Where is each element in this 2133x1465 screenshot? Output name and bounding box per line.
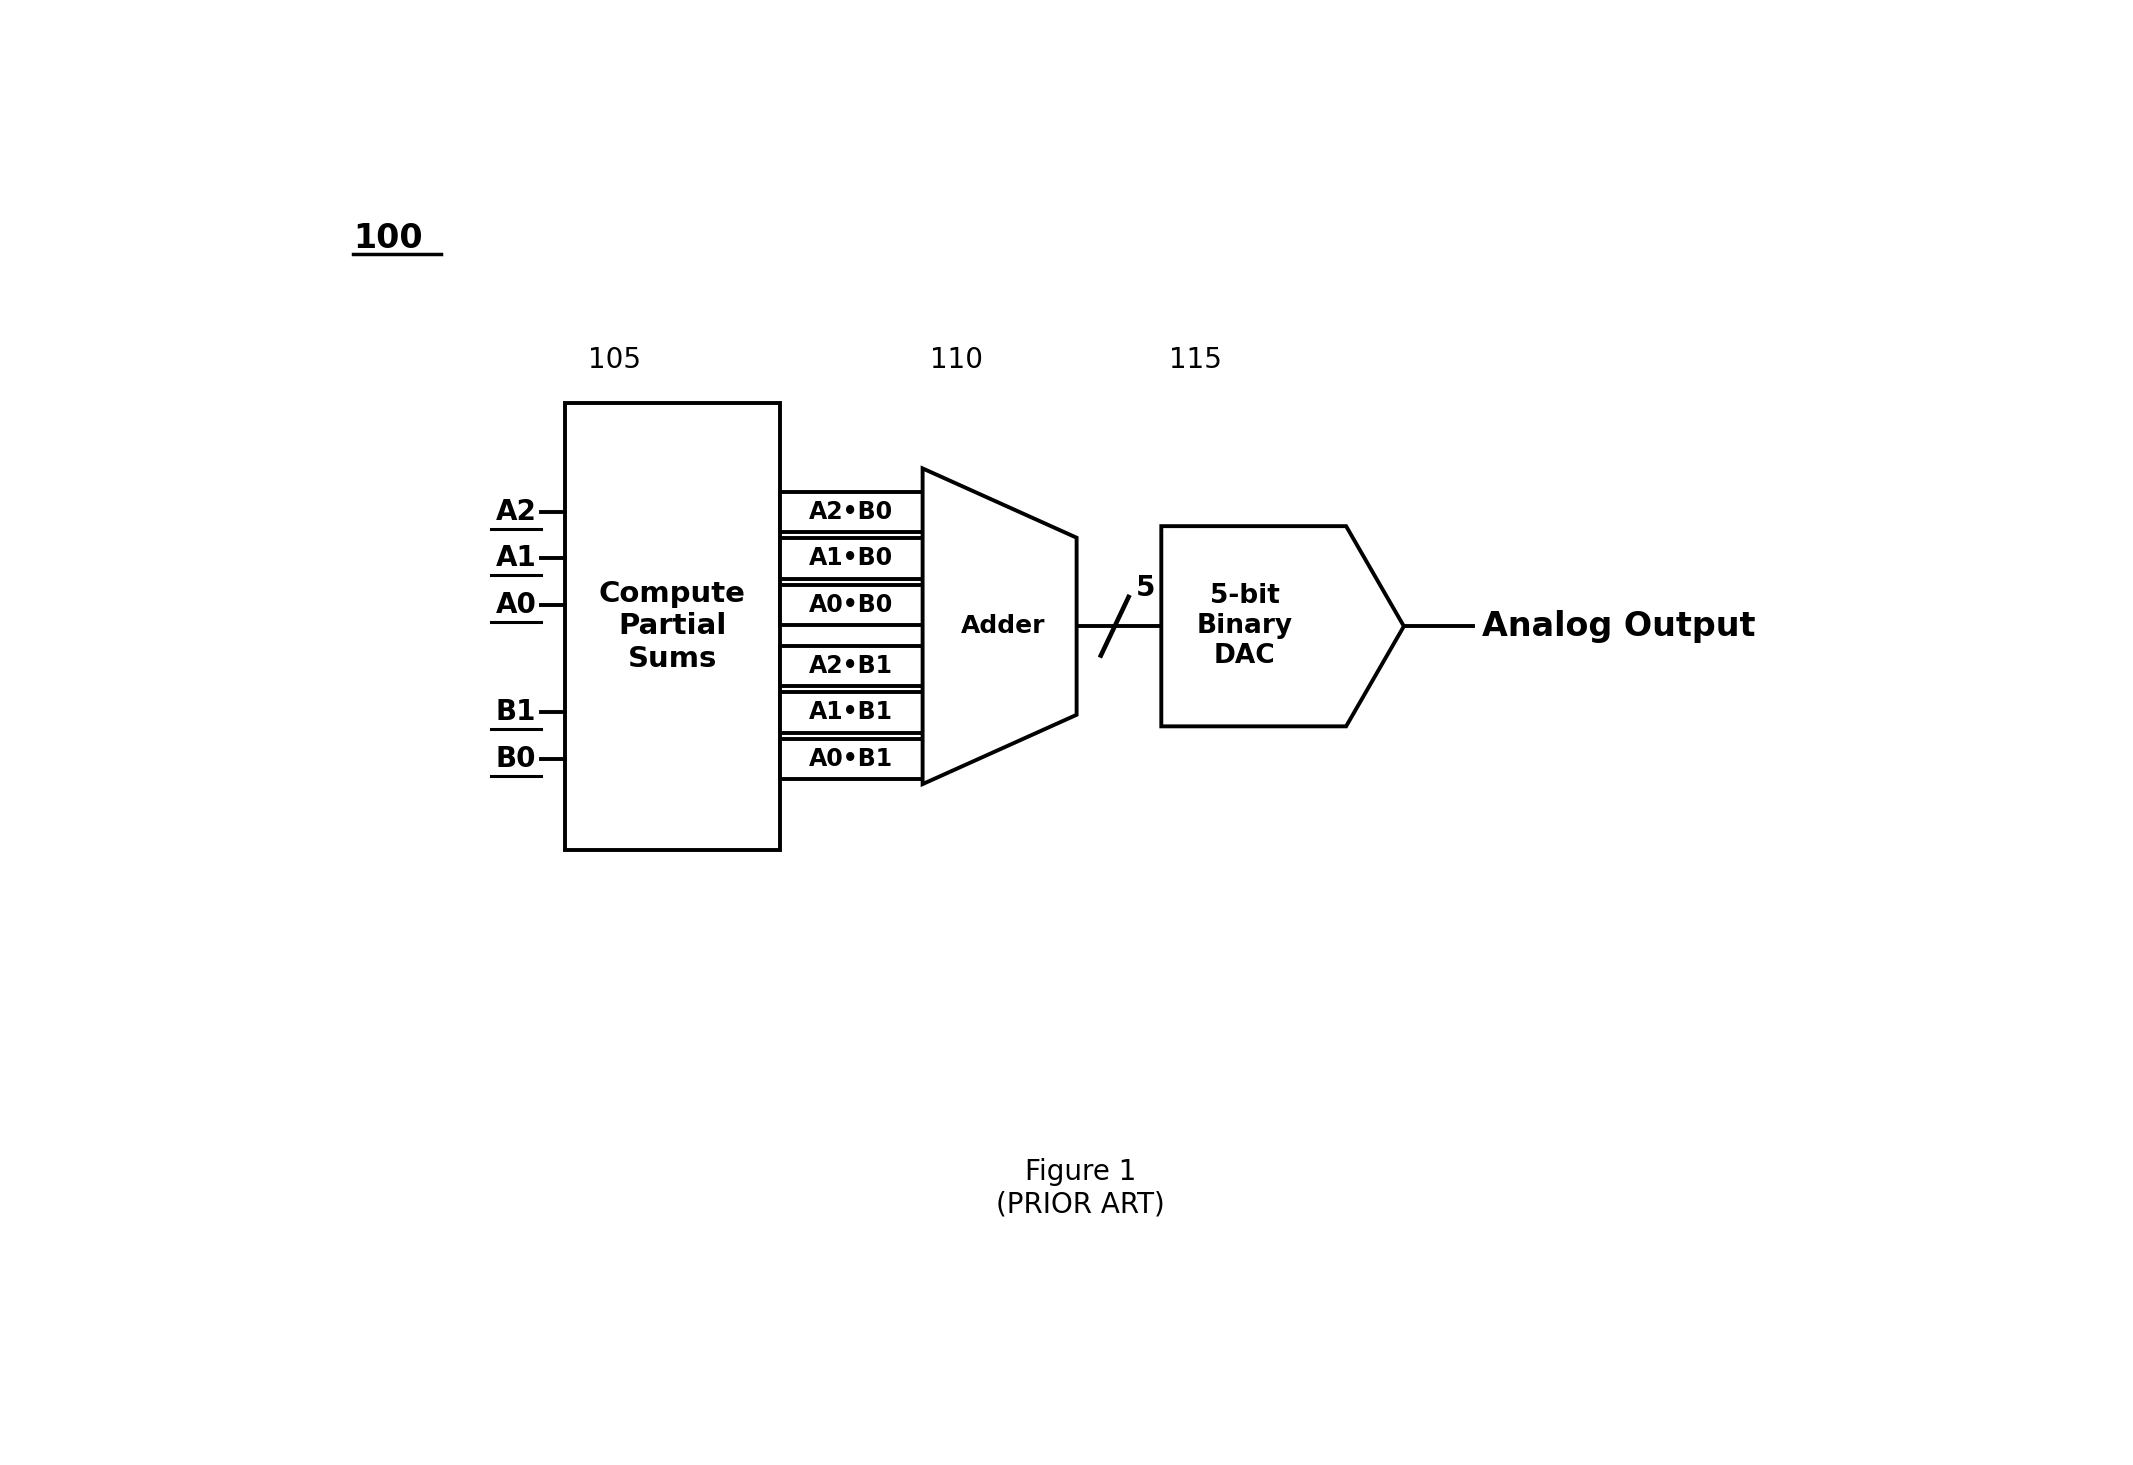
Polygon shape (1160, 526, 1404, 727)
Text: A1•B0: A1•B0 (808, 546, 894, 570)
Text: A2: A2 (495, 498, 538, 526)
Text: 5: 5 (1137, 574, 1156, 602)
Text: A2•B1: A2•B1 (808, 655, 894, 678)
Text: 115: 115 (1169, 346, 1222, 374)
Bar (565, 403, 781, 850)
Text: 5-bit
Binary
DAC: 5-bit Binary DAC (1197, 583, 1293, 670)
Text: B0: B0 (495, 744, 535, 772)
Text: 105: 105 (589, 346, 640, 374)
Bar (781, 738, 924, 779)
Text: Figure 1
(PRIOR ART): Figure 1 (PRIOR ART) (996, 1159, 1165, 1219)
Text: A0•B1: A0•B1 (808, 747, 894, 771)
Polygon shape (924, 469, 1077, 784)
Text: B1: B1 (495, 699, 535, 727)
Bar (781, 646, 924, 686)
Text: A1: A1 (495, 545, 535, 573)
Text: Analog Output: Analog Output (1482, 609, 1755, 643)
Bar (781, 539, 924, 579)
Text: 100: 100 (352, 223, 422, 255)
Bar (781, 693, 924, 732)
Text: A0: A0 (495, 590, 538, 618)
Text: A0•B0: A0•B0 (808, 593, 894, 617)
Text: A2•B0: A2•B0 (808, 500, 894, 524)
Bar (781, 585, 924, 624)
Text: A1•B1: A1•B1 (808, 700, 894, 725)
Text: 110: 110 (930, 346, 983, 374)
Text: Adder: Adder (960, 614, 1045, 639)
Text: Compute
Partial
Sums: Compute Partial Sums (599, 580, 747, 672)
Bar (781, 492, 924, 532)
